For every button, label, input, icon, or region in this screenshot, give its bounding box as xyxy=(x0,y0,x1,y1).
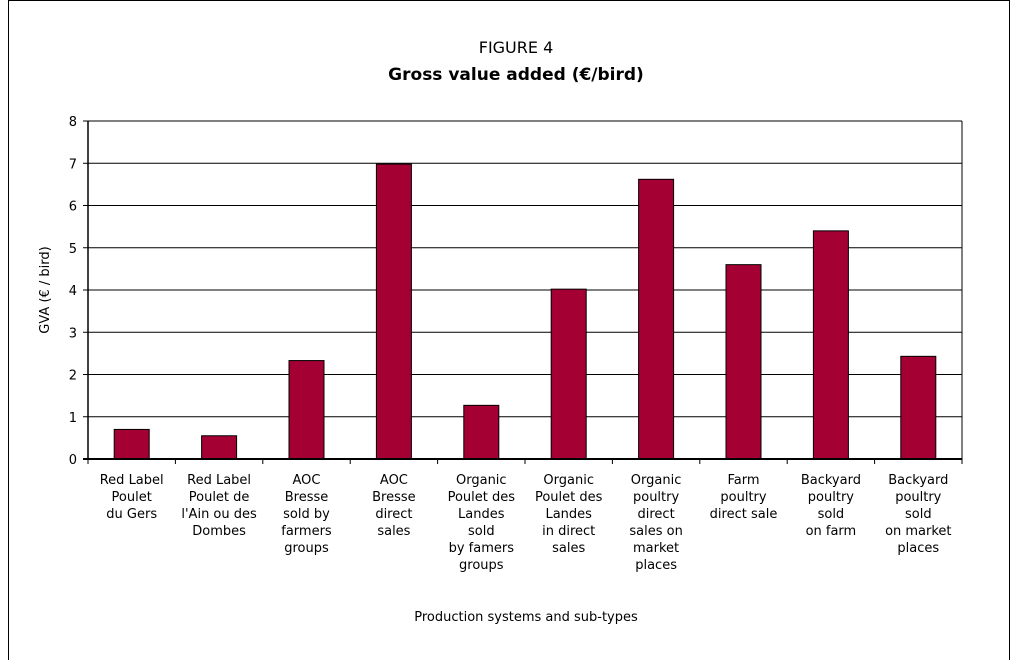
x-category-label: Farm poultry direct sale xyxy=(710,473,778,522)
bar xyxy=(550,288,587,460)
x-category-label: AOC Bresse direct sales xyxy=(372,473,416,539)
axes xyxy=(83,120,963,464)
y-tick-label: 7 xyxy=(69,157,77,172)
x-category-label: AOC Bresse sold by farmers groups xyxy=(281,473,332,556)
y-axis-title: GVA (€ / bird) xyxy=(38,246,53,333)
figure-label: FIGURE 4 xyxy=(479,38,554,57)
x-category-label: Red Label Poulet du Gers xyxy=(100,473,164,522)
bar xyxy=(201,435,238,460)
grid xyxy=(88,120,962,418)
y-tick-label: 6 xyxy=(69,200,77,215)
bar xyxy=(900,355,937,460)
x-category-label: Organic Poulet des Landes sold by famers grou… xyxy=(448,473,516,573)
y-tick-label: 8 xyxy=(69,115,77,130)
chart-title: Gross value added (€/bird) xyxy=(388,65,644,85)
y-tick-labels: 0 1 2 3 4 5 6 7 8 xyxy=(69,115,77,468)
y-tick-label: 4 xyxy=(69,284,77,299)
bar xyxy=(812,230,849,460)
x-category-labels: Red Label Poulet du Gers Red Label Poulet de… xyxy=(100,473,952,573)
x-category-label: Backyard poultry sold on farm xyxy=(801,473,861,539)
y-tick-label: 2 xyxy=(69,369,77,384)
y-tick-label: 0 xyxy=(69,453,77,468)
figure-frame xyxy=(8,0,1010,660)
x-axis-title: Production systems and sub-types xyxy=(414,610,638,625)
bar xyxy=(375,163,412,460)
bar xyxy=(463,404,500,460)
bars xyxy=(113,163,937,460)
bar xyxy=(725,264,762,460)
bar xyxy=(288,360,325,460)
y-tick-label: 5 xyxy=(69,242,77,257)
bar xyxy=(113,428,150,460)
y-tick-label: 1 xyxy=(69,411,77,426)
x-category-label: Organic Poulet des Landes in direct sales xyxy=(535,473,603,556)
x-category-label: Backyard poultry sold on market places xyxy=(885,473,951,556)
bar xyxy=(638,178,675,460)
x-category-label: Organic poultry direct sales on market places xyxy=(629,473,682,573)
x-category-label: Red Label Poulet de l'Ain ou des Dombes xyxy=(181,473,257,539)
y-tick-label: 3 xyxy=(69,326,77,341)
